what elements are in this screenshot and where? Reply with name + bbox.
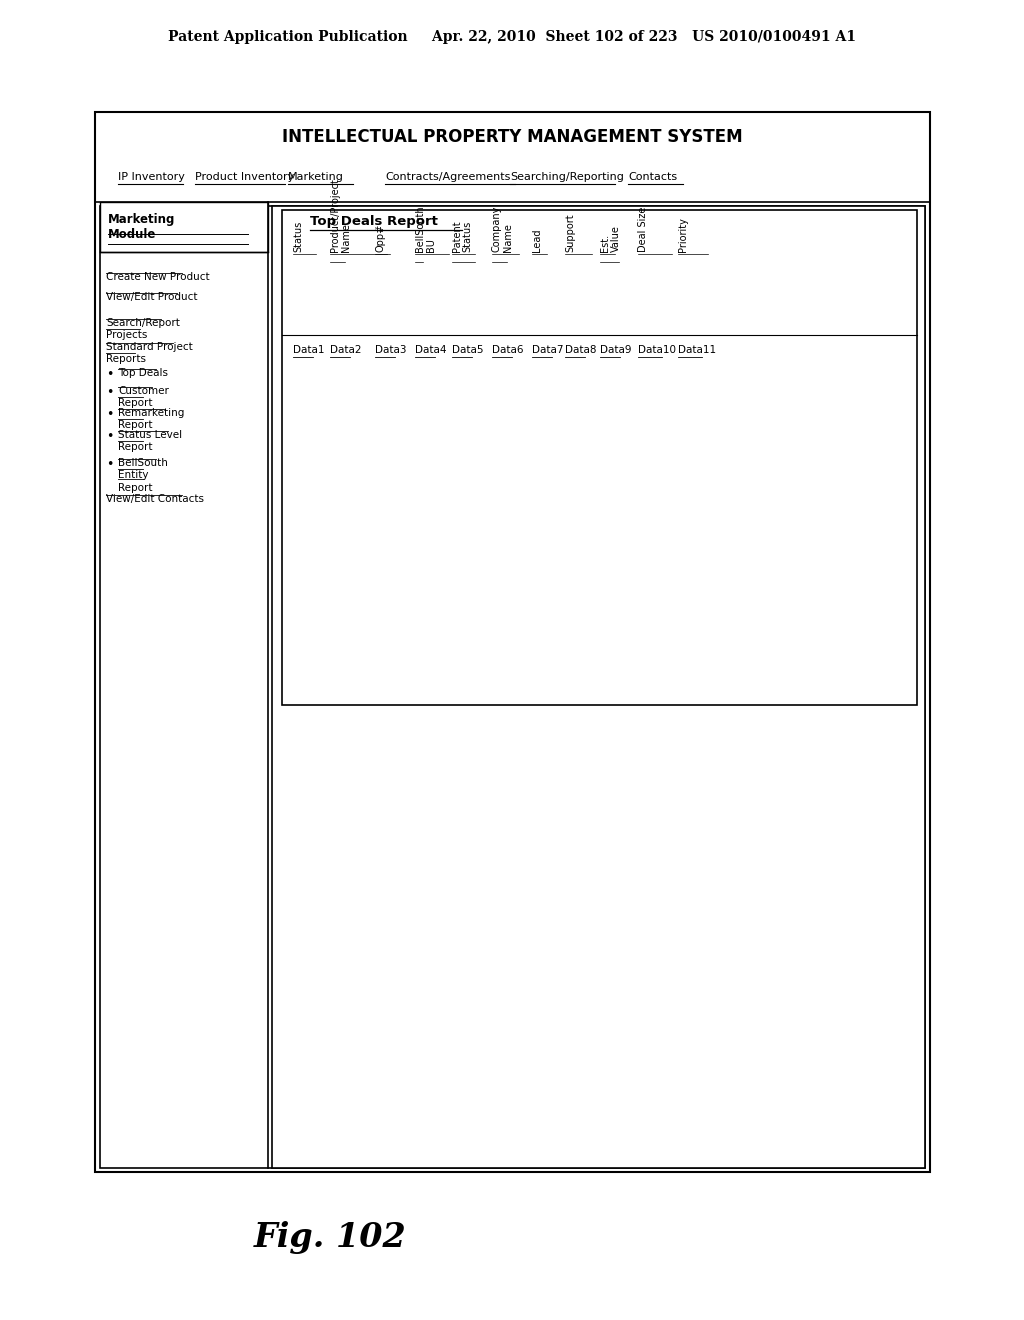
Text: Product Inventory: Product Inventory bbox=[195, 172, 294, 182]
Text: Data4: Data4 bbox=[415, 345, 446, 355]
Bar bbox=[100, 202, 268, 252]
Text: Data7: Data7 bbox=[532, 345, 563, 355]
Text: Contacts: Contacts bbox=[628, 172, 677, 182]
Text: Fig. 102: Fig. 102 bbox=[254, 1221, 407, 1254]
Text: Create New Product: Create New Product bbox=[106, 272, 210, 282]
Text: Status: Status bbox=[293, 220, 303, 252]
Text: Patent
Status: Patent Status bbox=[452, 220, 473, 252]
Text: Remarketing
Report: Remarketing Report bbox=[118, 408, 184, 430]
Text: •: • bbox=[106, 458, 114, 471]
Text: BellSouth
Entity
Report: BellSouth Entity Report bbox=[118, 458, 168, 492]
Text: Data3: Data3 bbox=[375, 345, 407, 355]
Text: Priority: Priority bbox=[678, 216, 688, 252]
Text: Data9: Data9 bbox=[600, 345, 632, 355]
Text: •: • bbox=[106, 385, 114, 399]
Text: Marketing
Module: Marketing Module bbox=[108, 213, 175, 242]
Text: View/Edit Contacts: View/Edit Contacts bbox=[106, 494, 204, 504]
Text: Contracts/Agreements: Contracts/Agreements bbox=[385, 172, 510, 182]
Bar bbox=[100, 206, 925, 1168]
Text: Patent Application Publication     Apr. 22, 2010  Sheet 102 of 223   US 2010/010: Patent Application Publication Apr. 22, … bbox=[168, 30, 856, 44]
Text: Data2: Data2 bbox=[330, 345, 361, 355]
Text: Product/Project
Name: Product/Project Name bbox=[330, 178, 351, 252]
Text: Status Level
Report: Status Level Report bbox=[118, 430, 182, 453]
Text: Marketing: Marketing bbox=[288, 172, 344, 182]
Bar bbox=[95, 112, 930, 1172]
Text: •: • bbox=[106, 368, 114, 381]
Text: Data11: Data11 bbox=[678, 345, 716, 355]
Text: Data1: Data1 bbox=[293, 345, 325, 355]
Text: •: • bbox=[106, 430, 114, 444]
Text: Top Deals: Top Deals bbox=[118, 368, 168, 378]
Text: Data8: Data8 bbox=[565, 345, 597, 355]
Text: Data6: Data6 bbox=[492, 345, 523, 355]
Text: Standard Project
Reports: Standard Project Reports bbox=[106, 342, 193, 364]
Bar bbox=[272, 206, 925, 1168]
Text: Opp#: Opp# bbox=[375, 224, 385, 252]
Text: INTELLECTUAL PROPERTY MANAGEMENT SYSTEM: INTELLECTUAL PROPERTY MANAGEMENT SYSTEM bbox=[282, 128, 742, 147]
Text: Lead: Lead bbox=[532, 228, 542, 252]
Text: Customer
Report: Customer Report bbox=[118, 385, 169, 408]
Text: •: • bbox=[106, 408, 114, 421]
Text: Searching/Reporting: Searching/Reporting bbox=[510, 172, 624, 182]
Text: Est.
Value: Est. Value bbox=[600, 226, 621, 252]
Text: IP Inventory: IP Inventory bbox=[118, 172, 185, 182]
Text: Data5: Data5 bbox=[452, 345, 483, 355]
Text: BellSouth
BU: BellSouth BU bbox=[415, 206, 436, 252]
Text: View/Edit Product: View/Edit Product bbox=[106, 292, 198, 302]
Text: Data10: Data10 bbox=[638, 345, 676, 355]
Bar bbox=[282, 210, 918, 705]
Text: Company
Name: Company Name bbox=[492, 206, 513, 252]
Text: Search/Report
Projects: Search/Report Projects bbox=[106, 318, 180, 341]
Text: Top Deals Report: Top Deals Report bbox=[310, 215, 438, 228]
Text: Support: Support bbox=[565, 214, 575, 252]
Text: Deal Size: Deal Size bbox=[638, 207, 648, 252]
